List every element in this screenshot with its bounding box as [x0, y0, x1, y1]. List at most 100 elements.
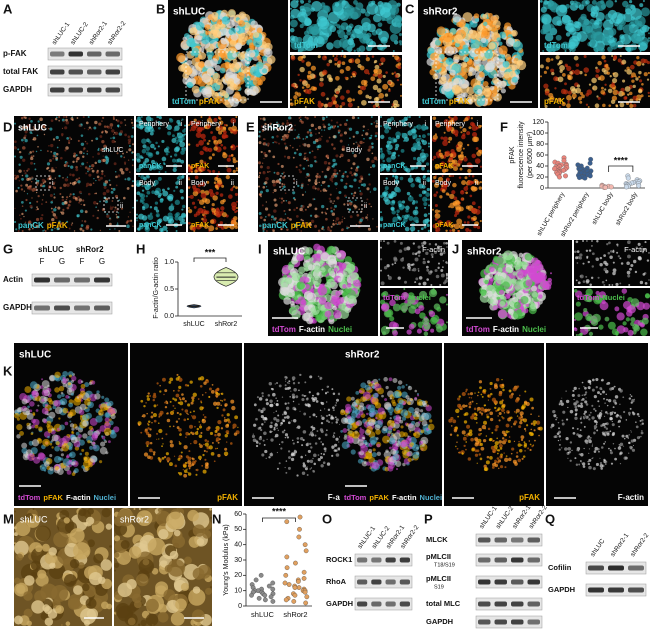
cell	[345, 182, 348, 185]
cell	[479, 180, 482, 184]
cell	[221, 133, 228, 139]
cell	[322, 188, 327, 192]
cell	[590, 24, 602, 36]
cell	[312, 140, 317, 145]
cell	[66, 176, 69, 178]
cell	[314, 214, 318, 218]
cell	[15, 228, 18, 231]
cell	[434, 269, 438, 273]
cell	[263, 151, 267, 155]
lane-label: G	[99, 257, 105, 266]
cell	[51, 167, 54, 170]
cell	[603, 284, 606, 286]
cell	[517, 308, 522, 314]
cell	[345, 89, 350, 94]
cell	[579, 275, 582, 278]
cell	[334, 62, 338, 66]
cell	[327, 267, 335, 275]
cell	[233, 216, 238, 221]
cell	[429, 69, 436, 76]
cell	[298, 16, 306, 23]
cell	[560, 88, 567, 95]
cell	[43, 229, 45, 231]
cell	[318, 181, 320, 184]
cell	[67, 203, 71, 207]
cell	[105, 130, 108, 134]
cell	[356, 165, 360, 169]
data-point	[636, 183, 642, 189]
cell	[211, 135, 217, 141]
cell	[138, 119, 143, 124]
cell	[418, 282, 421, 286]
cell	[102, 191, 107, 196]
cell	[231, 125, 237, 132]
cell	[257, 55, 262, 61]
cell	[114, 206, 117, 209]
cell	[337, 60, 342, 65]
cell	[334, 204, 337, 208]
cell	[163, 148, 169, 153]
cell	[408, 323, 415, 330]
cell	[608, 27, 617, 37]
cell	[221, 210, 224, 213]
cell	[61, 127, 64, 130]
cell	[544, 33, 554, 42]
cell	[50, 143, 54, 148]
cell	[271, 179, 276, 184]
cell	[235, 186, 238, 190]
cell	[285, 134, 290, 138]
roi-box	[435, 51, 499, 101]
cell	[339, 123, 342, 127]
cell	[483, 21, 488, 27]
cell	[52, 213, 57, 217]
cell	[380, 125, 382, 128]
cell	[340, 153, 344, 158]
cell	[146, 175, 150, 179]
cell	[188, 195, 190, 198]
cell	[473, 13, 480, 19]
cell	[605, 66, 610, 71]
cell	[592, 313, 601, 323]
cell	[642, 0, 645, 2]
cell	[62, 383, 67, 388]
cell	[236, 206, 238, 209]
cell	[150, 221, 154, 225]
cell	[490, 24, 497, 32]
cell	[158, 121, 162, 126]
cell	[280, 197, 284, 200]
cell	[284, 146, 289, 150]
cell	[590, 276, 594, 280]
cell	[449, 116, 453, 120]
band	[54, 277, 70, 283]
cell	[293, 208, 296, 212]
cell	[77, 180, 81, 184]
cell	[176, 176, 180, 180]
cell	[359, 65, 365, 71]
cell	[373, 187, 377, 191]
cell	[52, 178, 54, 181]
cell	[525, 279, 533, 287]
cell	[629, 267, 632, 271]
cell	[57, 206, 61, 210]
cell	[561, 101, 566, 107]
cell	[227, 78, 235, 85]
cell	[314, 160, 317, 163]
cell	[53, 208, 57, 212]
cell	[551, 71, 555, 76]
cell	[65, 118, 68, 122]
cell	[555, 34, 562, 41]
cell	[136, 152, 141, 157]
cell	[220, 143, 224, 147]
cell	[513, 301, 521, 309]
cell	[611, 95, 618, 101]
cell	[139, 199, 143, 203]
cell	[385, 144, 390, 148]
data-point	[563, 173, 568, 179]
cell	[458, 176, 462, 179]
cell	[179, 189, 184, 194]
cell	[347, 102, 353, 108]
cell	[104, 180, 109, 184]
cell	[332, 222, 335, 225]
cell	[109, 217, 111, 220]
cell	[19, 217, 22, 220]
